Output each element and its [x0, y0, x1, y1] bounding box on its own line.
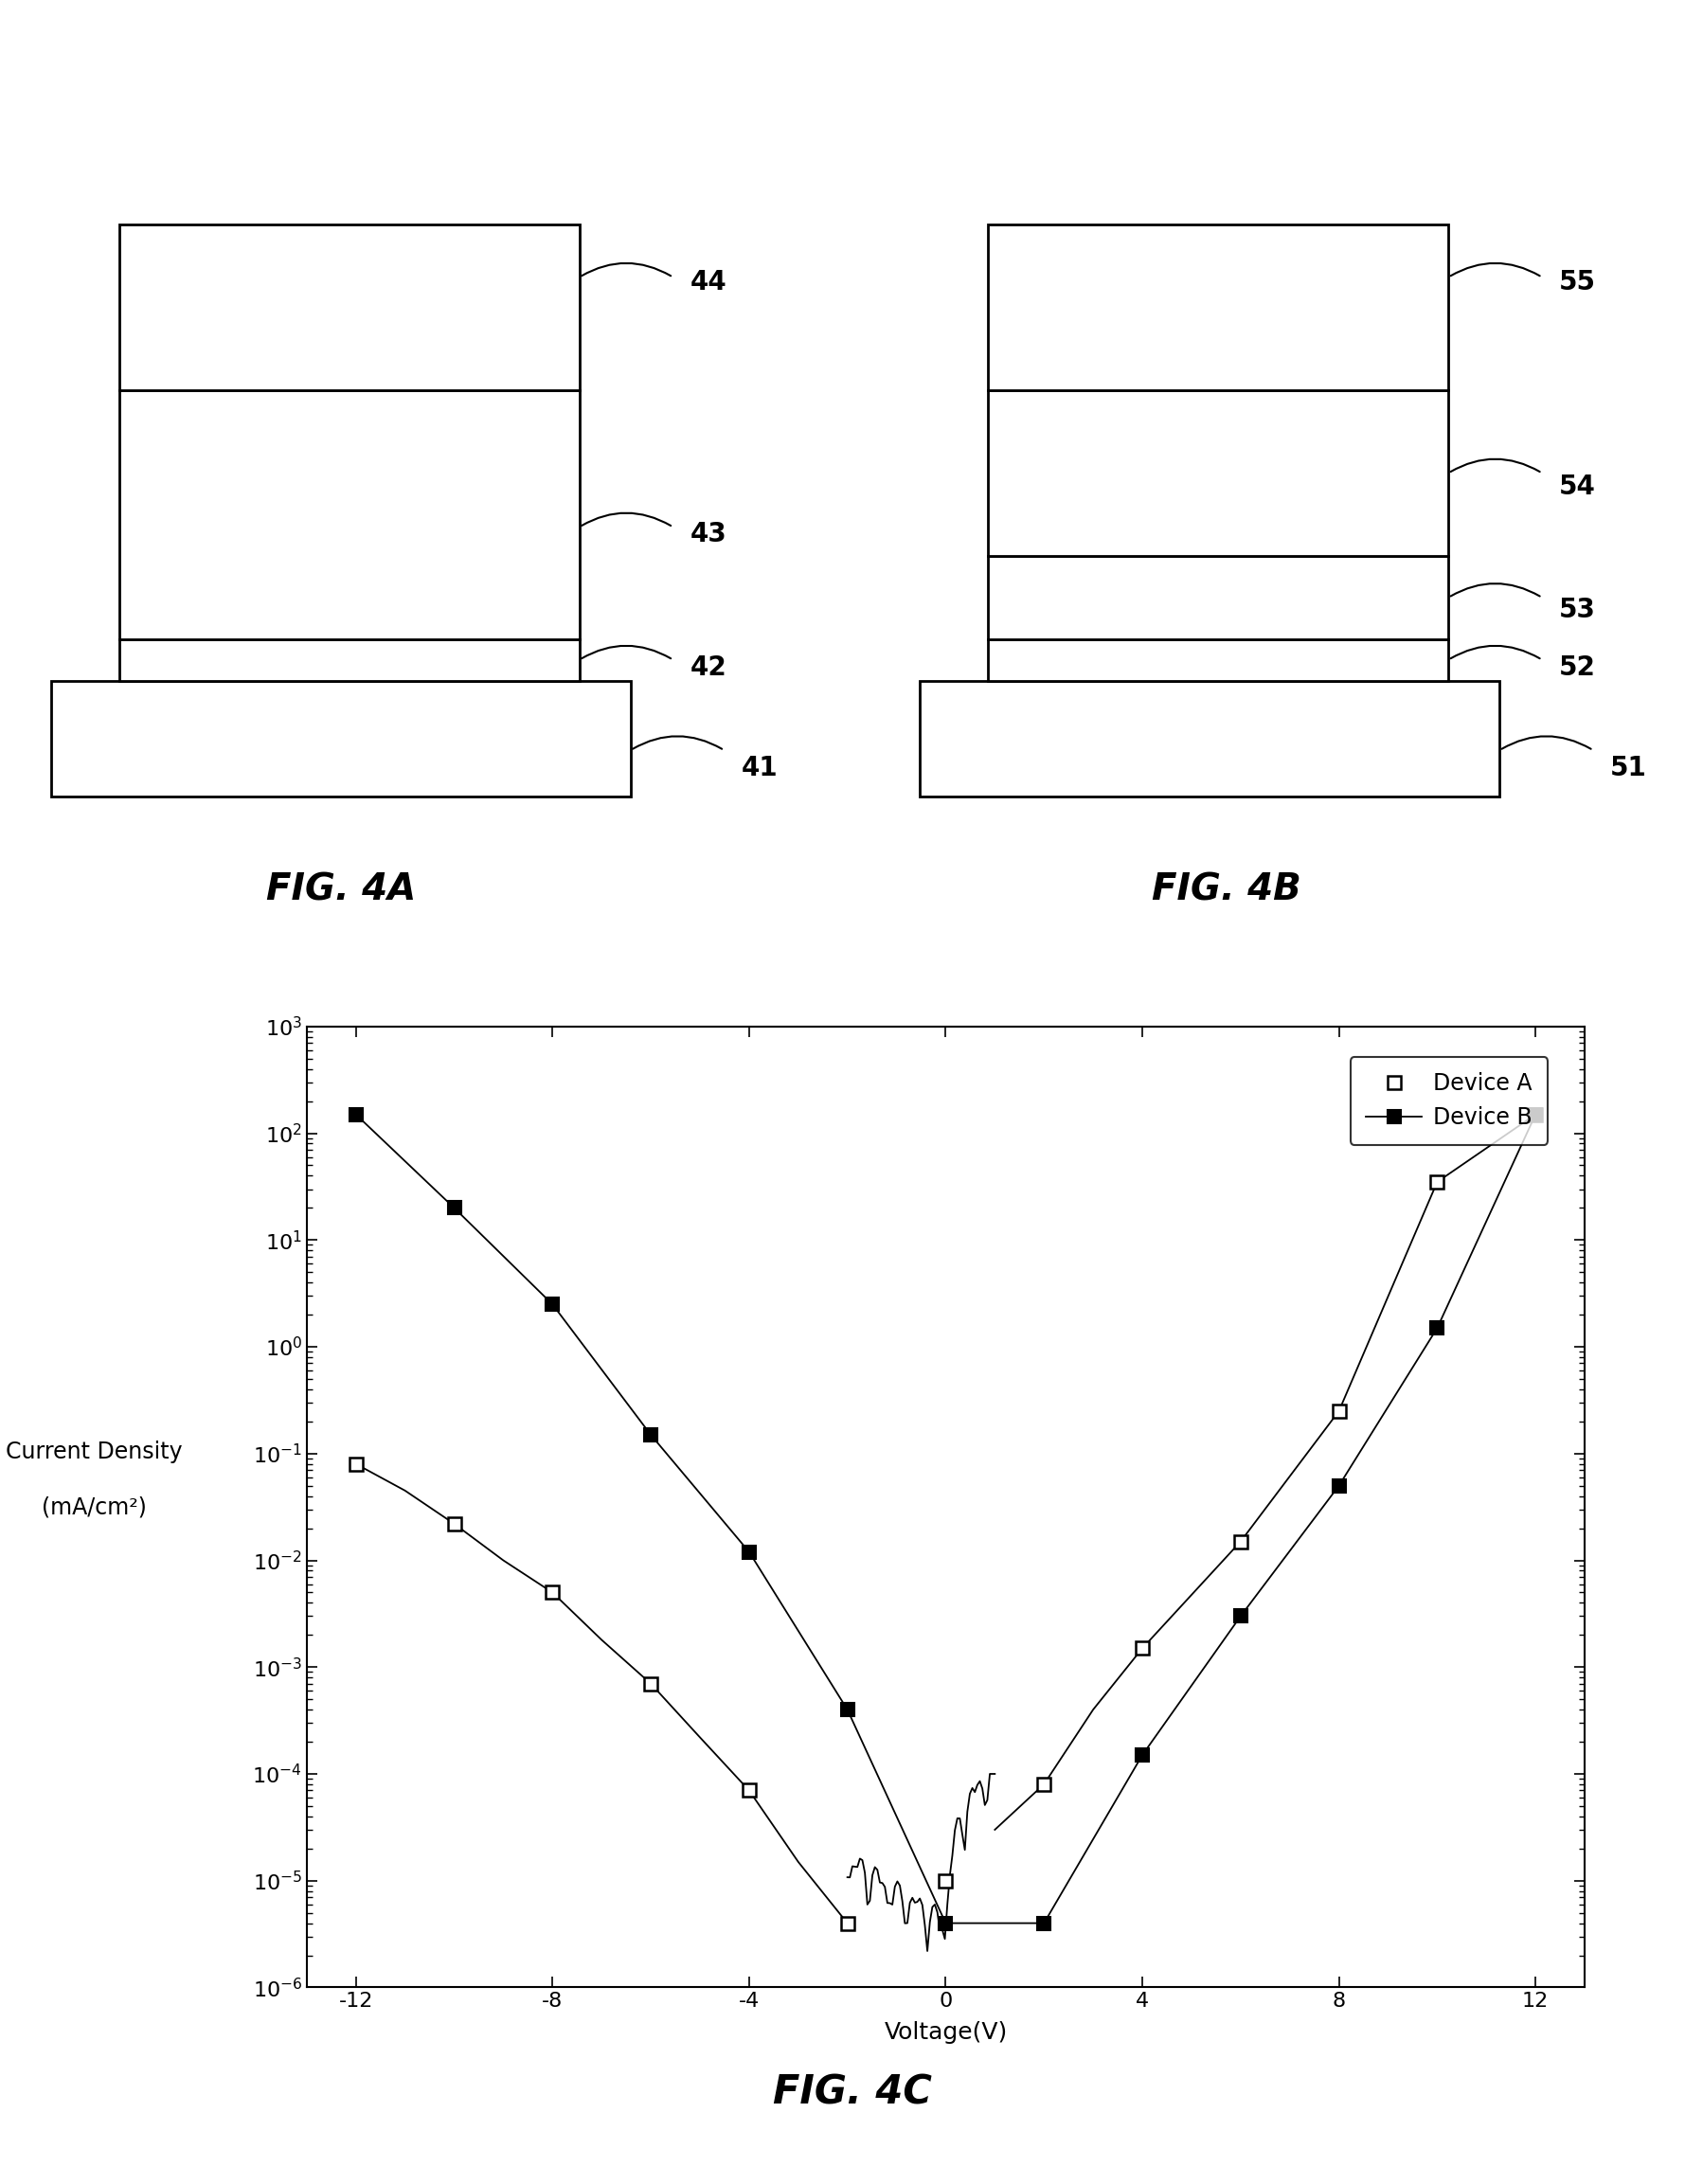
Device B	[444, 1195, 465, 1221]
Device B	[640, 1422, 661, 1448]
Device B	[346, 1101, 366, 1127]
Line: Device B: Device B	[349, 1107, 1541, 1931]
Device B	[542, 1291, 562, 1317]
Device B	[739, 1540, 760, 1566]
Bar	[920, 681, 1499, 797]
Device A	[1034, 1771, 1054, 1797]
Device A	[1524, 1101, 1545, 1127]
Device A	[1328, 1398, 1349, 1424]
Device A	[1425, 1168, 1446, 1195]
Legend: Device A, Device B: Device A, Device B	[1350, 1057, 1546, 1144]
Text: 41: 41	[741, 753, 777, 782]
Device A	[542, 1579, 562, 1605]
Bar	[51, 681, 630, 797]
Text: FIG. 4A: FIG. 4A	[266, 871, 416, 906]
Bar	[988, 557, 1448, 640]
Text: Current Density: Current Density	[5, 1441, 182, 1463]
Text: 54: 54	[1558, 474, 1596, 500]
Device B	[1425, 1315, 1446, 1341]
Bar	[988, 640, 1448, 681]
Device B	[1131, 1743, 1151, 1769]
Text: 43: 43	[690, 522, 727, 548]
Text: FIG. 4B: FIG. 4B	[1151, 871, 1301, 906]
Device A	[739, 1778, 760, 1804]
Bar	[119, 225, 579, 391]
Device A	[346, 1450, 366, 1476]
Device A	[836, 1911, 857, 1937]
Device A	[1131, 1636, 1151, 1662]
Device B	[1328, 1472, 1349, 1498]
Device A	[444, 1511, 465, 1538]
Device B	[1230, 1603, 1250, 1629]
Text: 52: 52	[1558, 655, 1596, 681]
Line: Device A: Device A	[349, 1107, 1541, 1931]
Text: (mA/cm²): (mA/cm²)	[41, 1496, 146, 1518]
Bar	[119, 391, 579, 640]
Device B	[1034, 1911, 1054, 1937]
Text: 53: 53	[1558, 596, 1596, 622]
Text: 44: 44	[690, 269, 727, 295]
Text: 42: 42	[690, 655, 727, 681]
Device A	[640, 1671, 661, 1697]
Text: FIG. 4C: FIG. 4C	[771, 2073, 932, 2112]
Bar	[119, 640, 579, 681]
Device B	[935, 1911, 955, 1937]
Text: 51: 51	[1609, 753, 1647, 782]
Text: 55: 55	[1558, 269, 1596, 295]
Device A	[1230, 1529, 1250, 1555]
Bar	[988, 225, 1448, 391]
Device A	[935, 1867, 955, 1894]
X-axis label: Voltage(V): Voltage(V)	[884, 2022, 1006, 2044]
Device B	[836, 1697, 857, 1723]
Bar	[988, 391, 1448, 557]
Device B	[1524, 1101, 1545, 1127]
